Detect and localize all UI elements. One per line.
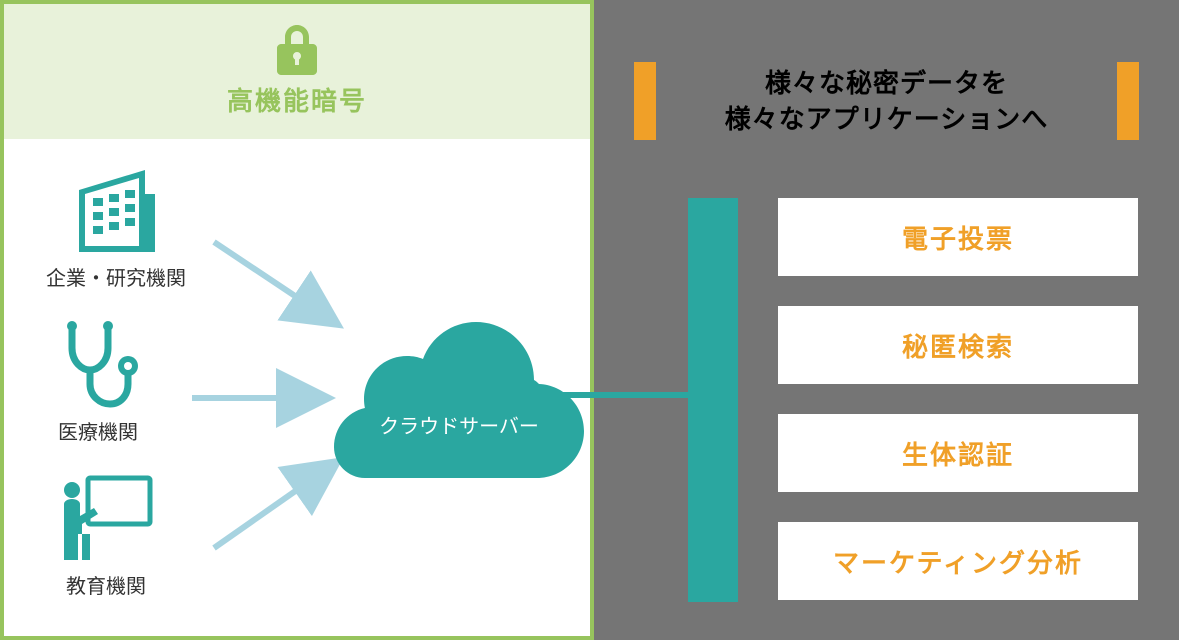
- left-header: 高機能暗号: [4, 4, 590, 139]
- app-box: マーケティング分析: [778, 522, 1138, 600]
- app-label: 生体認証: [902, 435, 1014, 472]
- title-line1: 様々な秘密データを: [765, 68, 1008, 98]
- left-panel: 高機能暗号: [0, 0, 594, 640]
- source-label: 教育機関: [66, 570, 146, 599]
- vertical-bar: [688, 198, 738, 602]
- right-title: 様々な秘密データを 様々なアプリケーションへ: [634, 62, 1139, 140]
- app-box: 生体認証: [778, 414, 1138, 492]
- right-panel: 様々な秘密データを 様々なアプリケーションへ 電子投票 秘匿検索 生体認証 マー…: [594, 0, 1179, 640]
- teacher-icon: [58, 472, 154, 562]
- source-corporate: 企業・研究機関: [46, 164, 186, 291]
- app-box: 秘匿検索: [778, 306, 1138, 384]
- app-list: 電子投票 秘匿検索 生体認証 マーケティング分析: [778, 198, 1138, 600]
- diagram-canvas: 高機能暗号: [0, 0, 1179, 640]
- title-line2: 様々なアプリケーションへ: [725, 104, 1048, 134]
- source-label: 企業・研究機関: [46, 262, 186, 291]
- app-label: マーケティング分析: [833, 543, 1083, 580]
- stethoscope-icon: [58, 320, 138, 408]
- left-header-title: 高機能暗号: [227, 81, 367, 118]
- source-medical: 医療機関: [58, 320, 138, 445]
- cloud-label: クラウドサーバー: [334, 410, 584, 439]
- connector-line: [542, 392, 688, 398]
- title-bar-right: [1117, 62, 1139, 140]
- right-title-text: 様々な秘密データを 様々なアプリケーションへ: [725, 65, 1048, 138]
- app-box: 電子投票: [778, 198, 1138, 276]
- title-bar-left: [634, 62, 656, 140]
- source-education: 教育機関: [58, 472, 154, 599]
- source-label: 医療機関: [58, 416, 138, 445]
- app-label: 秘匿検索: [902, 327, 1014, 364]
- building-icon: [71, 164, 161, 254]
- app-label: 電子投票: [902, 219, 1014, 256]
- lock-icon: [275, 25, 319, 75]
